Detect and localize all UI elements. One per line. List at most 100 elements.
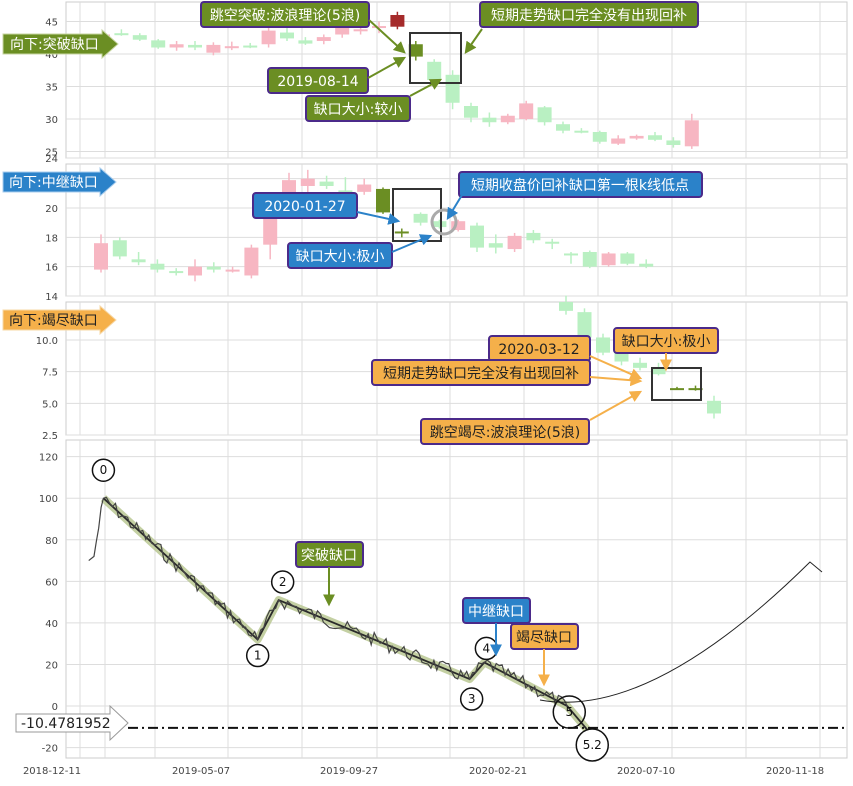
y-tick-label: 20 [45, 204, 58, 215]
candle [556, 124, 570, 131]
candle [243, 45, 258, 48]
candle [526, 232, 541, 241]
y-tick-label: 30 [45, 115, 58, 126]
price-line [88, 496, 568, 708]
y-tick-label: 100 [39, 494, 58, 505]
candle [432, 221, 447, 228]
candle [319, 181, 334, 186]
y-tick-label: -20 [42, 744, 58, 755]
target-price-label: -10.4781952 [21, 716, 111, 732]
candle [150, 263, 165, 270]
target-price-tag: -10.4781952 [15, 704, 129, 742]
wave-label: 1 [254, 649, 262, 663]
y-tick-label: 16 [45, 263, 58, 274]
annotation-gap-size: 缺口大小:较小 [314, 102, 403, 118]
x-tick-label: 2019-05-07 [172, 766, 230, 777]
wave-label: 5 [565, 705, 573, 719]
exhaustion-annotations: 缺口大小:极小 2020-03-12 短期走势缺口完全没有出现回补 跳空竭尽:波… [371, 327, 719, 445]
panel-tag-breakaway: 向下:突破缺口 [2, 28, 119, 60]
candle [629, 135, 644, 139]
candle [394, 231, 409, 234]
annotation-short-term: 短期走势缺口完全没有出现回补 [491, 7, 687, 24]
y-tick-label: 18 [45, 233, 58, 244]
gap-labels: 突破缺口 中继缺口 竭尽缺口 [295, 541, 579, 687]
wave-marker [459, 687, 484, 711]
panel-tag-text: 向下:中继缺口 [9, 175, 98, 191]
wave-marker [575, 728, 610, 762]
candle [316, 37, 331, 41]
wave-marker [91, 458, 116, 482]
candle [338, 190, 353, 193]
annotation-arrow [589, 374, 643, 387]
candle [206, 266, 221, 270]
candle [206, 44, 221, 53]
x-tick-label: 2019-09-27 [320, 766, 378, 777]
candle [151, 40, 166, 48]
gap-highlight-box [651, 367, 702, 401]
candles-layer [94, 11, 721, 419]
candle [611, 138, 626, 144]
candle [114, 33, 129, 36]
label-breakaway-gap: 突破缺口 [301, 548, 357, 564]
annotation-wave-theory: 跳空竭尽:波浪理论(5浪) [430, 425, 581, 441]
annotation-wave-theory: 跳空突破:波浪理论(5浪) [210, 8, 361, 24]
candle [639, 263, 654, 267]
wave-marker [270, 570, 295, 594]
wave-label: 3 [468, 692, 476, 706]
wave-label: 0 [100, 463, 108, 477]
annotation-arrow [356, 211, 401, 225]
candle [244, 247, 259, 276]
candle [413, 213, 428, 223]
candle [427, 61, 442, 80]
y-tick-label: 80 [45, 536, 58, 547]
candle [298, 40, 313, 44]
y-tick-label: 5.0 [42, 399, 58, 410]
annotation-arrow [589, 390, 643, 421]
wave-marker [552, 695, 587, 729]
candle [614, 350, 629, 362]
annotation-box [458, 171, 703, 198]
y-tick-label: 0 [52, 702, 58, 713]
candle [132, 35, 147, 40]
label-runaway-gap: 中继缺口 [468, 604, 524, 620]
panel-tag-runaway: 向下:中继缺口 [2, 166, 117, 198]
annotation-arrow [464, 28, 483, 54]
candle [408, 44, 423, 57]
wave-label: 4 [483, 641, 491, 655]
candle [620, 253, 635, 264]
candle [353, 29, 368, 32]
candle [574, 130, 589, 133]
y-tick-label: 40 [45, 50, 58, 61]
x-tick-label: 2020-11-18 [766, 766, 824, 777]
wave-overview-layer: 0 1 2 3 4 5 5.2 [88, 458, 847, 762]
candle [507, 235, 522, 250]
candle [601, 253, 616, 266]
candle [564, 253, 578, 256]
annotation-arrow [368, 19, 406, 54]
y-tick-label: 60 [45, 577, 58, 588]
y-tick-label: 35 [45, 83, 58, 94]
x-tick-label: 2018-12-11 [23, 766, 81, 777]
annotation-arrow [409, 78, 443, 97]
annotation-short-term: 短期走势缺口完全没有出现回补 [383, 365, 579, 382]
candle [131, 259, 146, 263]
candle [582, 252, 597, 267]
candle [280, 32, 294, 39]
candle [445, 74, 460, 103]
wave-label: 2 [279, 575, 287, 589]
panel-border [65, 439, 848, 759]
annotation-box [305, 95, 411, 122]
y-tick-label: 20 [45, 660, 58, 671]
candle [169, 271, 184, 274]
wave-label: 5.2 [583, 738, 602, 752]
panel-tag-text: 向下:突破缺口 [10, 37, 99, 53]
candle [633, 362, 647, 368]
candle [707, 400, 721, 414]
candle [188, 266, 202, 276]
annotation-arrow [367, 56, 407, 79]
candle [390, 15, 405, 27]
gap-fill-marker [430, 208, 458, 236]
candle [464, 106, 478, 118]
annotation-date: 2020-03-12 [498, 342, 579, 358]
candle [519, 103, 534, 119]
